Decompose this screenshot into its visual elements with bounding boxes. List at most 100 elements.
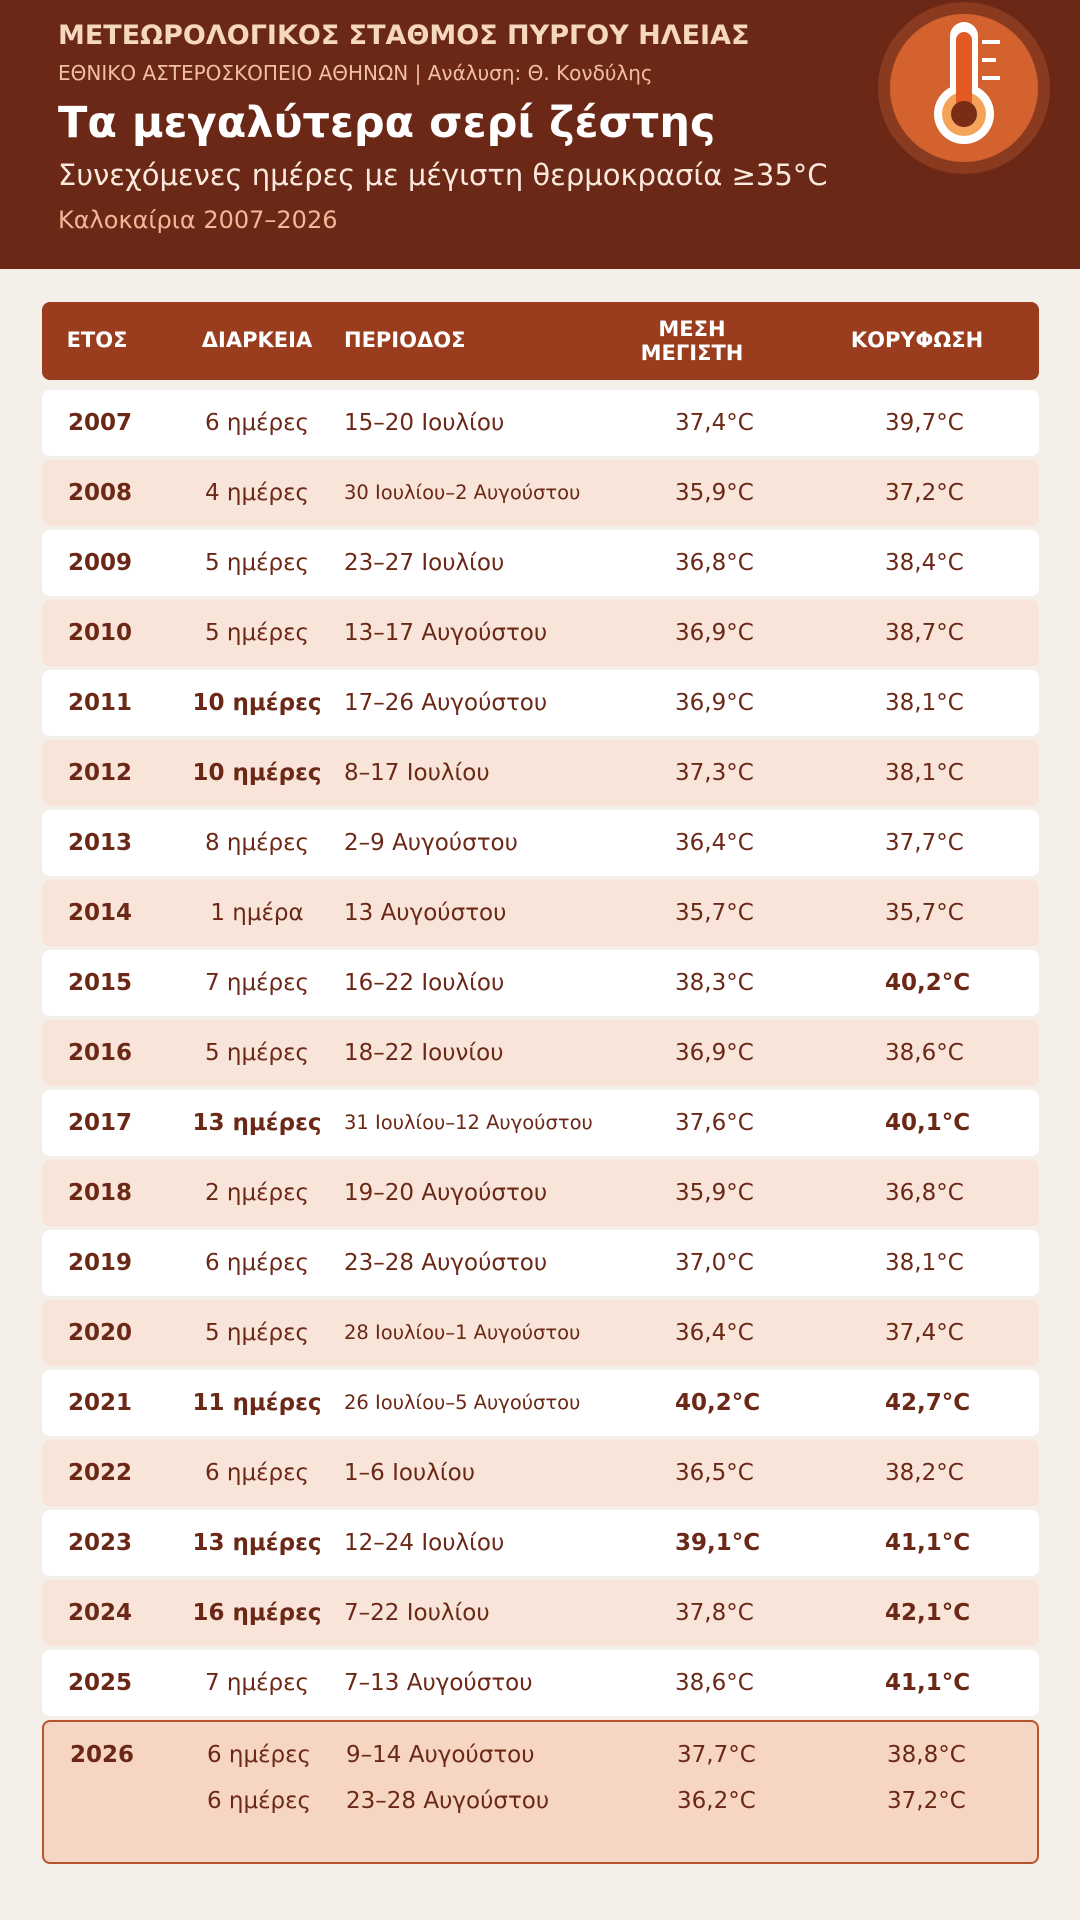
mean: 38,3°C	[675, 970, 754, 996]
period: 23–27 Ιουλίου	[344, 550, 505, 576]
year: 2017	[68, 1110, 133, 1136]
peak: 40,1°C	[885, 1110, 971, 1136]
duration: 2 ημέρες	[204, 1180, 310, 1206]
table-row: 2007 6 ημέρες 15–20 Ιουλίου 37,4°C 39,7°C	[42, 390, 1039, 456]
period: 18–22 Ιουνίου	[344, 1040, 504, 1066]
duration: 6 ημέρες	[204, 1460, 310, 1486]
mean: 37,4°C	[675, 410, 754, 436]
year: 2008	[68, 480, 133, 506]
period: 16–22 Ιουλίου	[344, 970, 505, 996]
peak: 41,1°C	[885, 1670, 971, 1696]
period: 17–26 Αυγούστου	[344, 690, 548, 716]
institute: ΕΘΝΙΚΟ ΑΣΤΕΡΟΣΚΟΠΕΙΟ ΑΘΗΝΩΝ | Ανάλυση: Θ…	[58, 61, 653, 85]
duration: 13 ημέρες	[192, 1110, 322, 1136]
thermometer-icon	[878, 2, 1050, 174]
peak: 38,8°C	[887, 1742, 966, 1768]
subtitle: Συνεχόμενες ημέρες με μέγιστη θερμοκρασί…	[58, 158, 828, 192]
peak: 37,7°C	[885, 830, 964, 856]
period: Καλοκαίρια 2007–2026	[58, 206, 338, 234]
year: 2021	[68, 1390, 133, 1416]
mean: 37,6°C	[675, 1110, 754, 1136]
year: 2018	[68, 1180, 133, 1206]
period: 23–28 Αυγούστου	[344, 1250, 548, 1276]
table-row: 2023 13 ημέρες 12–24 Ιουλίου 39,1°C 41,1°C	[42, 1510, 1039, 1576]
duration: 6 ημέρες	[204, 1250, 310, 1276]
period: 19–20 Αυγούστου	[344, 1180, 548, 1206]
peak: 38,4°C	[885, 550, 964, 576]
year: 2025	[68, 1670, 133, 1696]
period: 12–24 Ιουλίου	[344, 1530, 505, 1556]
peak: 42,7°C	[885, 1390, 971, 1416]
year: 2019	[68, 1250, 133, 1276]
duration: 10 ημέρες	[192, 760, 322, 786]
peak: 38,6°C	[885, 1040, 964, 1066]
duration: 5 ημέρες	[204, 1320, 310, 1346]
mean: 37,8°C	[675, 1600, 754, 1626]
duration: 5 ημέρες	[204, 620, 310, 646]
table-row: 2008 4 ημέρες 30 Ιουλίου–2 Αυγούστου 35,9°C…	[42, 460, 1039, 526]
mean: 36,9°C	[675, 620, 754, 646]
table-row: 2010 5 ημέρες 13–17 Αυγούστου 36,9°C 38,7°C	[42, 600, 1039, 666]
table-row: 2019 6 ημέρες 23–28 Αυγούστου 37,0°C 38,1°C	[42, 1230, 1039, 1296]
period: 26 Ιουλίου–5 Αυγούστου	[344, 1391, 581, 1414]
period: 9–14 Αυγούστου	[346, 1742, 535, 1768]
duration: 10 ημέρες	[192, 690, 322, 716]
peak: 38,7°C	[885, 620, 964, 646]
period: 13 Αυγούστου	[344, 900, 507, 926]
table-row: 2013 8 ημέρες 2–9 Αυγούστου 36,4°C 37,7°C	[42, 810, 1039, 876]
table-row: 2018 2 ημέρες 19–20 Αυγούστου 35,9°C 36,8°C	[42, 1160, 1039, 1226]
duration: 16 ημέρες	[192, 1600, 322, 1626]
year: 2013	[68, 830, 133, 856]
period: 1–6 Ιουλίου	[344, 1460, 476, 1486]
peak: 37,2°C	[887, 1788, 966, 1814]
peak: 37,2°C	[885, 480, 964, 506]
column-header: ΔΙΑΡΚΕΙΑ	[201, 328, 313, 352]
duration: 1 ημέρα	[210, 900, 304, 926]
mean: 35,7°C	[675, 900, 754, 926]
duration: 7 ημέρες	[204, 1670, 310, 1696]
table-header: ΕΤΟΣ ΔΙΑΡΚΕΙΑ ΠΕΡΙΟΔΟΣ ΜΕΣΗ ΜΕΓΙΣΤΗ ΚΟΡΥΦΩΣΗ	[42, 302, 1039, 380]
column-header: ΠΕΡΙΟΔΟΣ	[344, 328, 466, 352]
period: 7–22 Ιουλίου	[344, 1600, 490, 1626]
peak: 38,1°C	[885, 1250, 964, 1276]
peak: 38,2°C	[885, 1460, 964, 1486]
table-row: 2012 10 ημέρες 8–17 Ιουλίου 37,3°C 38,1°C	[42, 740, 1039, 806]
peak: 42,1°C	[885, 1600, 971, 1626]
peak: 41,1°C	[885, 1530, 971, 1556]
period: 7–13 Αυγούστου	[344, 1670, 533, 1696]
duration: 8 ημέρες	[204, 830, 310, 856]
mean: 37,3°C	[675, 760, 754, 786]
period: 28 Ιουλίου–1 Αυγούστου	[344, 1321, 581, 1344]
year: 2010	[68, 620, 133, 646]
year: 2020	[68, 1320, 133, 1346]
period: 2–9 Αυγούστου	[344, 830, 518, 856]
mean: 36,8°C	[675, 550, 754, 576]
table-row: 2016 5 ημέρες 18–22 Ιουνίου 36,9°C 38,6°C	[42, 1020, 1039, 1086]
table-row: 2009 5 ημέρες 23–27 Ιουλίου 36,8°C 38,4°C	[42, 530, 1039, 596]
title: Τα μεγαλύτερα σερί ζέστης	[58, 98, 716, 148]
year: 2026	[70, 1742, 135, 1768]
mean: 37,0°C	[675, 1250, 754, 1276]
mean: 40,2°C	[675, 1390, 761, 1416]
peak: 36,8°C	[885, 1180, 964, 1206]
table-row: 2024 16 ημέρες 7–22 Ιουλίου 37,8°C 42,1°C	[42, 1580, 1039, 1646]
period: 8–17 Ιουλίου	[344, 760, 490, 786]
station: ΜΕΤΕΩΡΟΛΟΓΙΚΟΣ ΣΤΑΘΜΟΣ ΠΥΡΓΟΥ ΗΛΕΙΑΣ	[58, 20, 750, 51]
mean: 36,9°C	[675, 1040, 754, 1066]
year: 2016	[68, 1040, 133, 1066]
year: 2012	[68, 760, 133, 786]
year: 2024	[68, 1600, 133, 1626]
table-row: 2014 1 ημέρα 13 Αυγούστου 35,7°C 35,7°C	[42, 880, 1039, 946]
mean: 39,1°C	[675, 1530, 761, 1556]
mean: 36,4°C	[675, 1320, 754, 1346]
table-row: 2020 5 ημέρες 28 Ιουλίου–1 Αυγούστου 36,4°C…	[42, 1300, 1039, 1366]
peak: 35,7°C	[885, 900, 964, 926]
year: 2022	[68, 1460, 133, 1486]
mean: 36,9°C	[675, 690, 754, 716]
peak: 37,4°C	[885, 1320, 964, 1346]
year: 2015	[68, 970, 133, 996]
table-row: 2021 11 ημέρες 26 Ιουλίου–5 Αυγούστου 40,2°…	[42, 1370, 1039, 1436]
table-row: 2017 13 ημέρες 31 Ιουλίου–12 Αυγούστου 37,6…	[42, 1090, 1039, 1156]
year: 2011	[68, 690, 133, 716]
